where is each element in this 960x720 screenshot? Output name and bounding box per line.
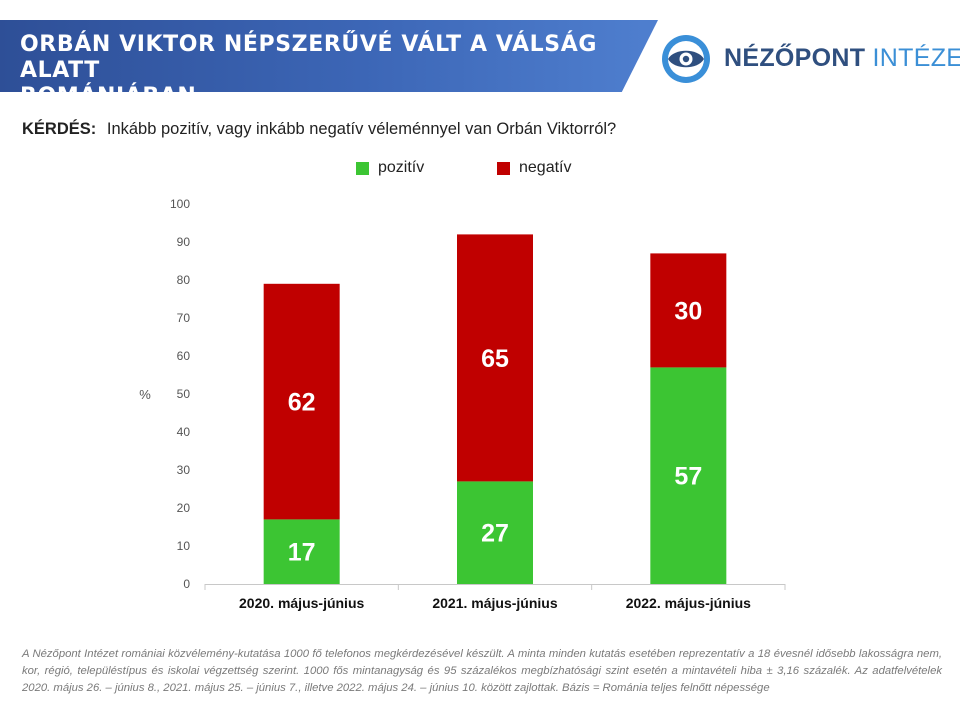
data-label-positive: 27 bbox=[481, 520, 509, 548]
bar-segment-positive bbox=[457, 481, 533, 584]
bar-segment-negative bbox=[457, 234, 533, 482]
y-tick-label: 30 bbox=[177, 463, 191, 477]
legend-label-positive: pozitív bbox=[378, 159, 425, 176]
y-tick-label: 90 bbox=[177, 235, 191, 249]
y-tick-label: 100 bbox=[170, 197, 190, 211]
y-axis-label: % bbox=[139, 387, 151, 402]
bar-segment-negative bbox=[650, 253, 727, 368]
stacked-bar-chart: 0 10 20 30 40 50 60 70 80 90 100% 17 62 2020. május-j… bbox=[139, 197, 786, 611]
y-tick-label: 40 bbox=[177, 425, 191, 439]
y-tick-label: 80 bbox=[177, 273, 191, 287]
legend-label-negative: negatív bbox=[519, 159, 572, 176]
x-category-label: 2020. május-június bbox=[239, 595, 364, 611]
bar-segment-positive bbox=[263, 519, 340, 584]
logo-eye-icon bbox=[662, 35, 710, 83]
page-title-line2: ROMÁNIÁBAN bbox=[20, 84, 197, 109]
title-banner: ORBÁN VIKTOR NÉPSZERŰVÉ VÁLT A VÁLSÁG AL… bbox=[0, 20, 658, 92]
y-tick-label: 50 bbox=[177, 387, 191, 401]
question-label: KÉRDÉS: bbox=[22, 120, 97, 138]
y-tick-label: 0 bbox=[183, 577, 190, 591]
legend-item-negative: negatív bbox=[497, 159, 571, 177]
logo-wordmark: NÉZŐPONT INTÉZET bbox=[724, 44, 960, 73]
nezopont-logo: NÉZŐPONT INTÉZET bbox=[660, 33, 960, 85]
logo-word-intezet: INTÉZET bbox=[872, 44, 960, 72]
legend-item-positive: pozitív bbox=[356, 159, 424, 177]
y-tick-label: 60 bbox=[177, 349, 191, 363]
logo-word-nezopont: NÉZŐPONT bbox=[724, 44, 866, 72]
y-tick-label: 70 bbox=[177, 311, 191, 325]
data-label-negative: 30 bbox=[674, 297, 702, 325]
bar-segment-negative bbox=[263, 283, 340, 520]
survey-question: KÉRDÉS: Inkább pozitív, vagy inkább nega… bbox=[22, 120, 616, 139]
bar-segment-positive bbox=[650, 367, 727, 584]
x-category-label: 2022. május-június bbox=[626, 595, 751, 611]
data-label-positive: 57 bbox=[674, 463, 702, 491]
question-text: Inkább pozitív, vagy inkább negatív véle… bbox=[106, 120, 617, 138]
data-label-positive: 17 bbox=[288, 539, 316, 567]
chart-legend: pozitív negatív bbox=[0, 159, 960, 183]
data-label-negative: 65 bbox=[481, 345, 509, 373]
x-category-label: 2021. május-június bbox=[432, 595, 557, 611]
data-label-negative: 62 bbox=[288, 389, 316, 417]
page-title-line1: ORBÁN VIKTOR NÉPSZERŰVÉ VÁLT A VÁLSÁG AL… bbox=[20, 32, 597, 83]
y-tick-label: 20 bbox=[177, 501, 191, 515]
y-tick-label: 10 bbox=[177, 539, 191, 553]
legend-swatch-negative bbox=[497, 161, 510, 175]
page-title: ORBÁN VIKTOR NÉPSZERŰVÉ VÁLT A VÁLSÁG AL… bbox=[20, 32, 640, 109]
legend-swatch-positive bbox=[356, 161, 369, 175]
methodology-footnote: A Nézőpont Intézet romániai közvélemény-… bbox=[22, 648, 942, 694]
